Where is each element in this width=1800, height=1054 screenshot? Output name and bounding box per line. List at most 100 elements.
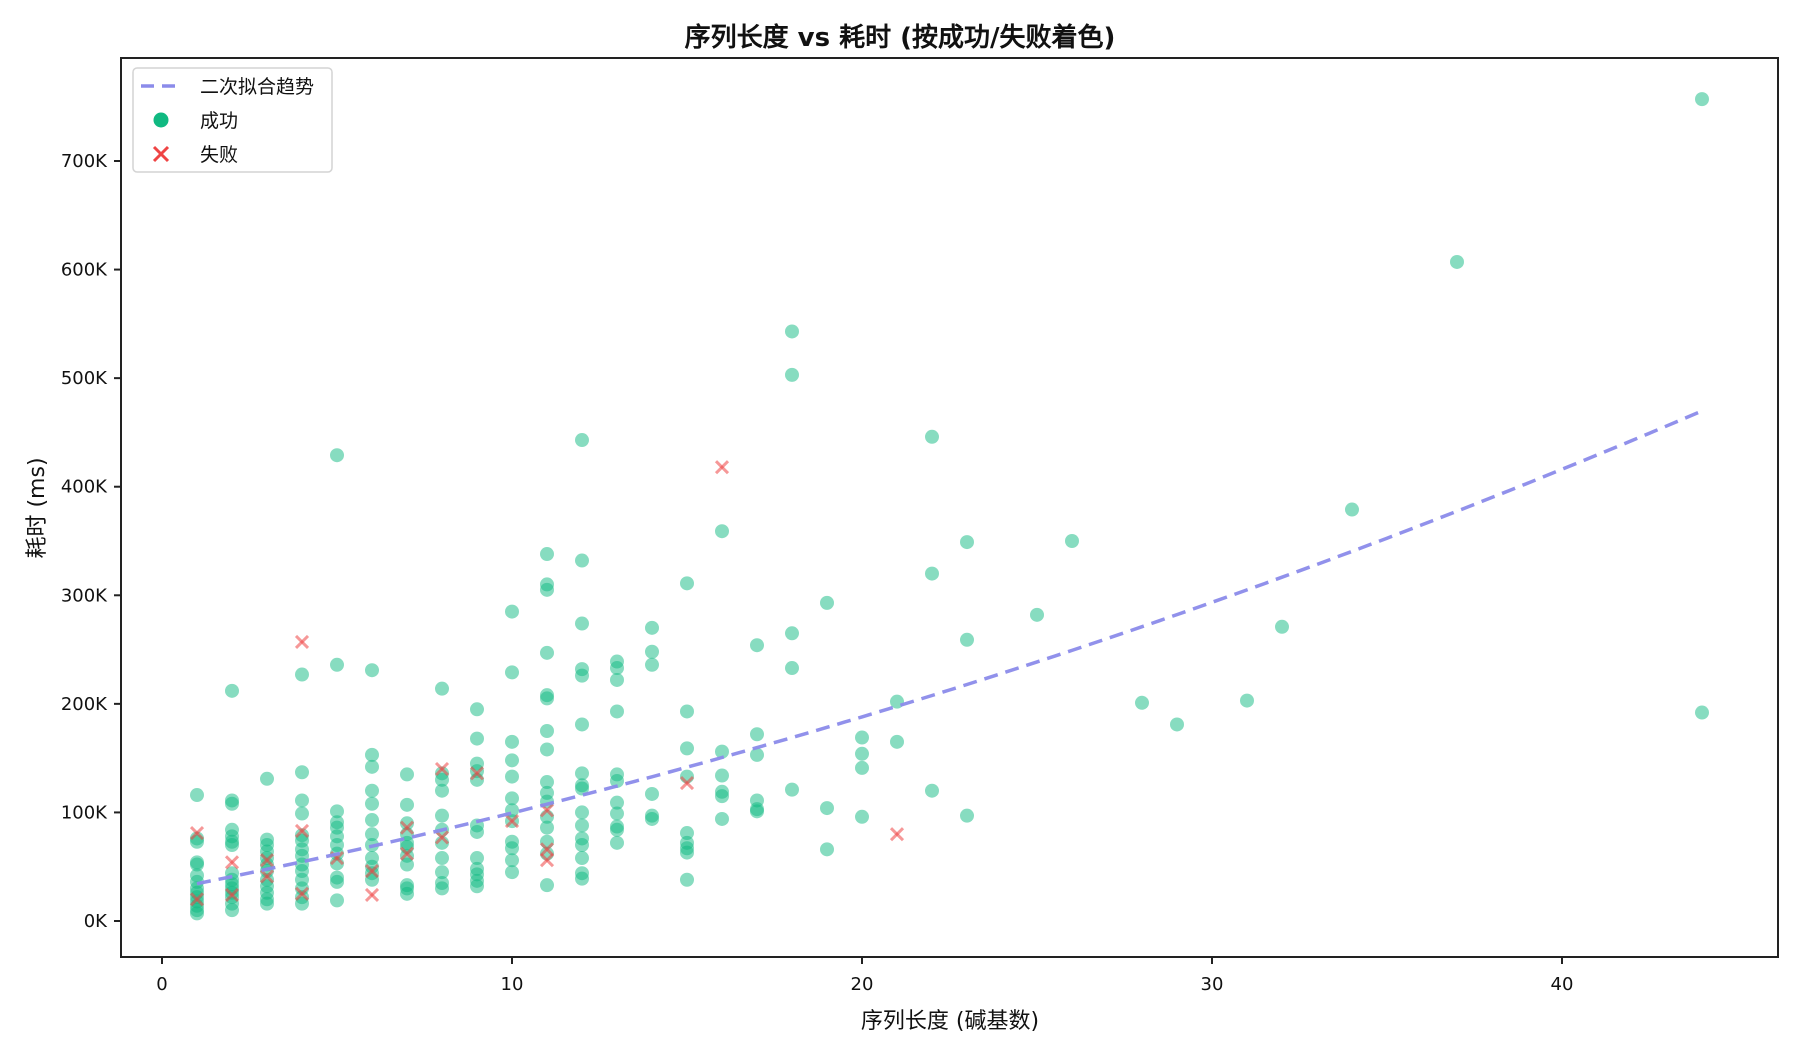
failure-point [224, 887, 240, 903]
success-point [855, 760, 869, 775]
y-axis-label: 耗时 (ms) [25, 457, 50, 558]
success-point [295, 806, 309, 821]
success-point [295, 667, 309, 682]
success-point [855, 730, 869, 745]
success-point [1695, 92, 1709, 107]
success-point [330, 657, 344, 672]
success-point [855, 746, 869, 761]
failure-point [504, 814, 520, 829]
success-point [400, 797, 414, 812]
success-point [750, 747, 764, 762]
failure-points [189, 460, 905, 907]
legend: 二次拟合趋势 成功 失败 [132, 67, 333, 173]
success-point [505, 865, 519, 880]
success-point [575, 616, 589, 631]
success-point [330, 448, 344, 463]
success-point [505, 734, 519, 749]
legend-box [132, 67, 333, 173]
failure-point [259, 853, 275, 868]
success-point [295, 765, 309, 780]
success-point [645, 657, 659, 672]
success-point [1065, 534, 1079, 548]
success-point [575, 805, 589, 820]
success-point [365, 827, 379, 842]
failure-point [189, 892, 205, 907]
success-point [890, 734, 904, 749]
success-points [190, 92, 1709, 921]
success-point [715, 744, 729, 759]
success-point [295, 793, 309, 808]
success-point [575, 851, 589, 866]
success-point [1275, 619, 1289, 634]
success-point [225, 683, 239, 698]
success-point [785, 626, 799, 641]
x-tick-label: 30 [1201, 974, 1224, 995]
success-point [1135, 695, 1149, 710]
success-point [400, 857, 414, 872]
legend-circle-icon [153, 112, 169, 128]
y-tick-label: 400K [61, 477, 108, 498]
success-point [505, 769, 519, 784]
success-point [365, 783, 379, 798]
success-point [680, 704, 694, 719]
success-point [540, 645, 554, 660]
success-point [575, 433, 589, 448]
x-tick-label: 0 [156, 974, 167, 995]
failure-point [889, 827, 905, 842]
success-point [610, 704, 624, 719]
success-point [610, 661, 624, 676]
failure-point [539, 853, 555, 868]
success-point [960, 535, 974, 550]
x-tick-label: 10 [501, 974, 524, 995]
success-point [1695, 705, 1709, 720]
failure-point [399, 846, 415, 861]
failure-point [364, 887, 380, 903]
success-point [365, 747, 379, 762]
failure-point [364, 863, 380, 879]
success-point [330, 804, 344, 819]
success-point [190, 788, 204, 803]
success-point [470, 702, 484, 717]
failure-point [434, 830, 450, 845]
failure-point [679, 776, 695, 791]
y-tick-label: 200K [61, 694, 108, 715]
success-point [820, 801, 834, 816]
success-point [365, 759, 379, 774]
y-tick-label: 600K [61, 260, 108, 281]
success-point [435, 881, 449, 896]
legend-label-failure: 失败 [200, 144, 238, 166]
success-point [750, 727, 764, 742]
success-point [645, 644, 659, 659]
success-point [925, 783, 939, 798]
success-point [925, 429, 939, 444]
success-point [610, 795, 624, 810]
success-point [260, 771, 274, 786]
success-point [225, 838, 239, 852]
success-point [575, 871, 589, 886]
success-point [1450, 254, 1464, 269]
success-point [645, 786, 659, 801]
success-point [540, 582, 554, 597]
x-axis-ticks: 0 10 20 30 40 [156, 957, 1573, 995]
success-point [540, 742, 554, 757]
success-point [680, 872, 694, 887]
success-point [400, 767, 414, 782]
success-point [470, 879, 484, 894]
success-point [540, 834, 554, 849]
success-point [575, 553, 589, 568]
success-point [365, 663, 379, 678]
failure-point [224, 855, 240, 870]
success-point [680, 576, 694, 591]
failure-point [294, 886, 310, 901]
success-point [575, 668, 589, 683]
success-point [785, 782, 799, 797]
success-point [505, 841, 519, 856]
success-point [225, 903, 239, 918]
success-point [400, 816, 414, 831]
axes-frame [120, 57, 1779, 958]
success-point [505, 665, 519, 680]
success-point [610, 773, 624, 788]
success-point [575, 818, 589, 833]
success-point [435, 851, 449, 866]
success-point [540, 724, 554, 738]
